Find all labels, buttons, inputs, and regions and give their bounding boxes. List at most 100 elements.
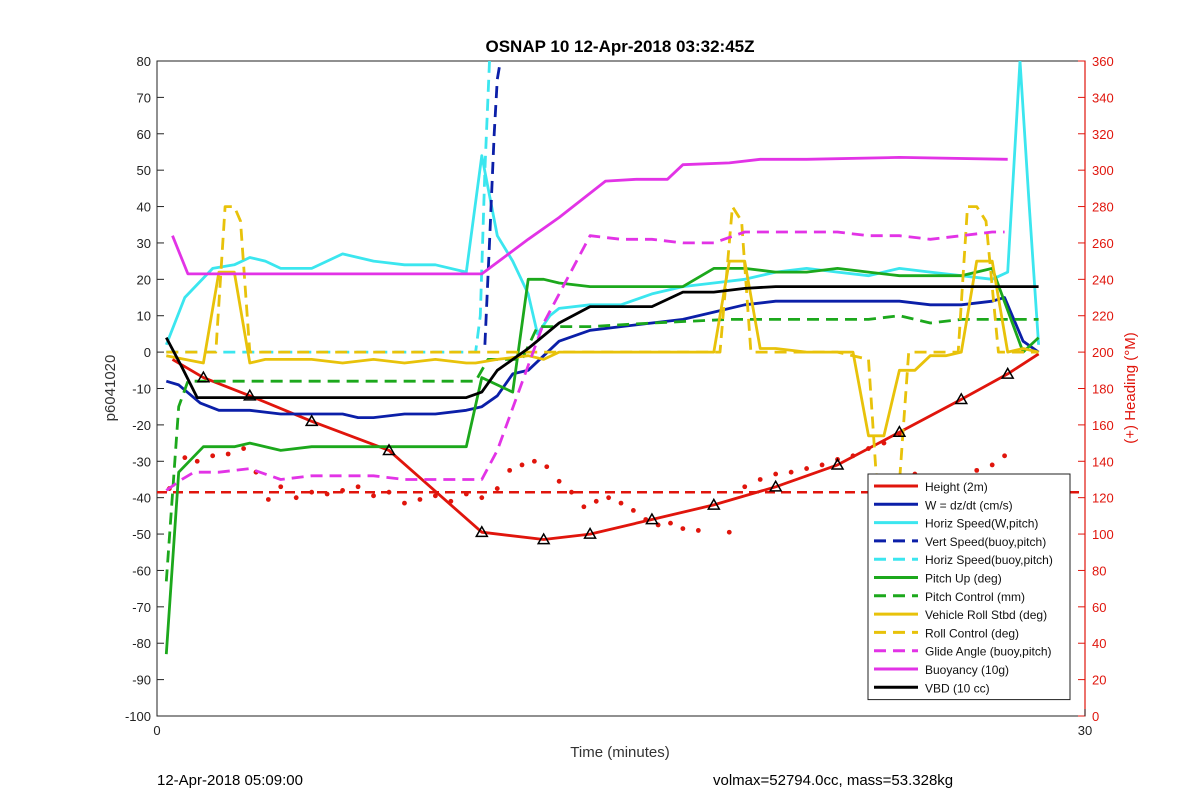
height-marker [475, 525, 489, 538]
y-tick-label-left: -10 [132, 382, 151, 397]
series-line-2 [164, 61, 1040, 346]
heading-point [324, 491, 330, 497]
y-tick-label-left: -50 [132, 527, 151, 542]
heading-point [340, 487, 345, 493]
heading-point [544, 464, 550, 470]
legend-label: Roll Control (deg) [925, 626, 1019, 640]
heading-point [241, 446, 247, 451]
y-tick-label-left: 50 [137, 163, 151, 178]
y-tick-label-right: 200 [1092, 345, 1114, 360]
series-line-6 [164, 314, 1039, 582]
height-marker [196, 370, 211, 383]
heading-point [726, 529, 732, 535]
y-tick-label-left: 30 [137, 236, 151, 251]
heading-point [531, 458, 537, 464]
y-tick-label-left: 40 [137, 200, 151, 215]
height-marker [243, 388, 257, 401]
y-tick-label-left: 0 [144, 345, 151, 360]
legend-label: VBD (10 cc) [925, 681, 990, 695]
series-line-5 [164, 266, 1040, 655]
series-line-8 [166, 205, 1039, 500]
y-tick-label-right: 40 [1092, 636, 1106, 651]
height-marker [1000, 366, 1015, 379]
y-tick-label-right: 260 [1092, 236, 1114, 251]
heading-point [630, 508, 636, 513]
heading-point [788, 469, 794, 475]
y-tick-label-right: 20 [1092, 673, 1106, 688]
y-tick-label-right: 340 [1092, 90, 1114, 105]
y-tick-label-right: 160 [1092, 418, 1114, 433]
legend-label: Horiz Speed(buoy,pitch) [925, 553, 1053, 567]
series-line-9 [165, 230, 1005, 492]
heading-point [989, 462, 995, 468]
y-tick-label-left: -80 [132, 636, 151, 651]
y-tick-label-right: 0 [1092, 709, 1099, 724]
height-marker [707, 497, 721, 510]
height-marker [583, 527, 597, 539]
heading-point [278, 484, 284, 490]
y-tick-label-left: -90 [132, 673, 151, 688]
volume-mass-label: volmax=52794.0cc, mass=53.328kg [713, 772, 954, 789]
y-tick-label-right: 180 [1092, 382, 1114, 397]
timestamp-label: 12-Apr-2018 05:09:00 [157, 772, 303, 789]
series-line-10 [171, 155, 1008, 276]
heading-point [402, 500, 407, 506]
legend-label: Pitch Control (mm) [925, 590, 1025, 604]
heading-point [581, 504, 587, 510]
heading-point [819, 462, 825, 468]
y-axis-label-right: (+) Heading (°M) [1122, 332, 1139, 443]
heading-point [194, 458, 200, 464]
heading-point [804, 466, 809, 471]
legend-label: W = dz/dt (cm/s) [925, 498, 1013, 512]
series-line-7 [166, 259, 1039, 438]
y-tick-label-right: 100 [1092, 527, 1114, 542]
legend-label: Glide Angle (buoy,pitch) [925, 645, 1052, 659]
series-line-11 [165, 285, 1039, 400]
heading-point [371, 493, 376, 499]
y-tick-label-left: 60 [137, 127, 151, 142]
legend-box [867, 473, 1071, 701]
heading-point [773, 471, 779, 477]
y-tick-label-right: 320 [1092, 127, 1114, 142]
y-tick-label-left: -60 [132, 563, 151, 578]
y-axis-label-left: p6041020 [102, 355, 119, 422]
x-tick-label: 30 [1078, 723, 1092, 738]
heading-point [606, 495, 612, 501]
height-marker [536, 532, 551, 545]
x-tick-label: 0 [153, 723, 160, 738]
y-tick-label-right: 280 [1092, 200, 1114, 215]
heading-point [974, 467, 980, 473]
y-tick-label-right: 300 [1092, 163, 1114, 178]
heading-point [182, 455, 188, 461]
heading-point [593, 498, 599, 504]
series-line-0 [171, 352, 1040, 541]
height-marker [954, 392, 969, 405]
legend-label: Pitch Up (deg) [925, 572, 1002, 586]
heading-point [618, 500, 624, 506]
y-tick-label-right: 80 [1092, 563, 1106, 578]
y-tick-label-left: 20 [137, 272, 151, 287]
heading-point [668, 520, 673, 526]
heading-point [569, 489, 574, 495]
y-tick-label-left: -20 [132, 418, 151, 433]
series-line-4 [166, 61, 491, 354]
series-line-1 [165, 296, 1040, 420]
y-tick-label-right: 220 [1092, 309, 1114, 324]
height-marker [830, 457, 845, 470]
height-marker [304, 414, 319, 427]
y-tick-label-left: 10 [137, 309, 151, 324]
y-tick-label-left: -40 [132, 491, 151, 506]
heading-point [433, 493, 438, 499]
height-marker [382, 443, 396, 456]
legend-label: Vehicle Roll Stbd (deg) [925, 608, 1047, 622]
y-tick-label-right: 120 [1092, 491, 1114, 506]
heading-point [293, 495, 299, 501]
y-tick-label-left: 80 [137, 54, 151, 69]
legend-label: Height (2m) [925, 480, 988, 494]
height-marker [768, 479, 783, 492]
heading-point [507, 467, 513, 473]
heading-point [355, 484, 361, 490]
heading-point [519, 462, 525, 468]
legend-label: Vert Speed(buoy,pitch) [925, 535, 1046, 549]
y-tick-label-left: 70 [137, 90, 151, 105]
